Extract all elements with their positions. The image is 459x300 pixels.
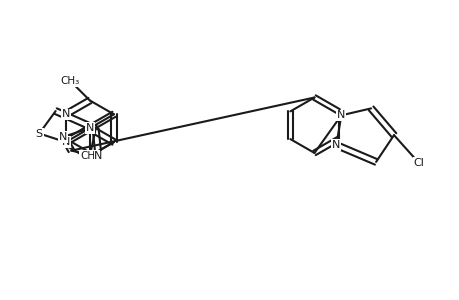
Text: CH₃: CH₃ <box>80 151 99 161</box>
Text: N: N <box>85 123 94 133</box>
Text: S: S <box>36 128 43 139</box>
Text: N: N <box>62 109 70 119</box>
Text: N: N <box>94 152 102 161</box>
Text: CH₃: CH₃ <box>61 76 79 86</box>
Text: N: N <box>62 137 70 147</box>
Text: N: N <box>331 140 340 150</box>
Text: N: N <box>336 110 345 120</box>
Text: Cl: Cl <box>413 158 423 168</box>
Text: N: N <box>59 132 67 142</box>
